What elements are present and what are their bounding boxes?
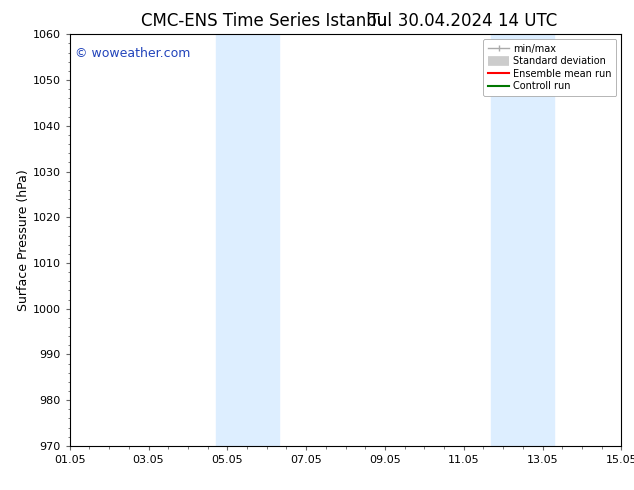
- Y-axis label: Surface Pressure (hPa): Surface Pressure (hPa): [17, 169, 30, 311]
- Bar: [491, 34, 554, 446]
- Text: Tu. 30.04.2024 14 UTC: Tu. 30.04.2024 14 UTC: [369, 12, 557, 30]
- Legend: min/max, Standard deviation, Ensemble mean run, Controll run: min/max, Standard deviation, Ensemble me…: [483, 39, 616, 96]
- Bar: [216, 34, 278, 446]
- Text: CMC-ENS Time Series Istanbul: CMC-ENS Time Series Istanbul: [141, 12, 392, 30]
- Text: © woweather.com: © woweather.com: [75, 47, 191, 60]
